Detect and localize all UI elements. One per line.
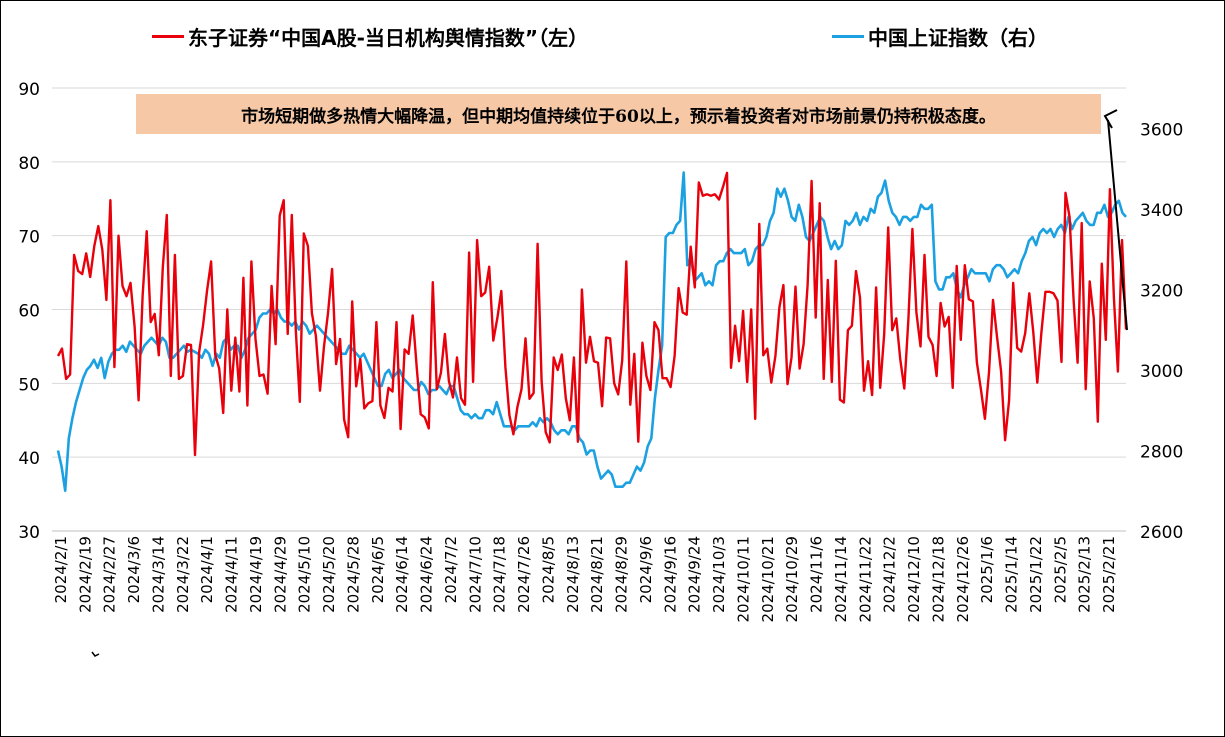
x-tick-label: 2024/3/22 (174, 536, 192, 613)
x-tick-label: 2025/1/14 (1003, 536, 1021, 613)
y-left-tick-label: 80 (18, 154, 40, 174)
x-tick-label: 2024/9/24 (686, 536, 704, 613)
annotation-box: 市场短期做多热情大幅降温，但中期均值持续位于60以上，预示着投资者对市场前景仍持… (136, 94, 1101, 134)
x-tick-label: 2024/5/10 (296, 536, 314, 613)
x-tick-label: 2025/2/21 (1100, 536, 1118, 613)
x-tick-label: 2024/7/18 (491, 536, 509, 613)
x-tick-label: 2025/1/22 (1027, 536, 1045, 613)
x-tick-label: 2024/3/6 (125, 536, 143, 603)
gridlines (52, 87, 1126, 458)
series-line-sentiment-index (56, 171, 1128, 457)
x-tick-label: 2024/7/10 (466, 536, 484, 613)
x-tick-label: 2024/8/29 (613, 536, 631, 613)
x-tick-label: 2024/6/5 (369, 536, 387, 603)
x-tick-label: 2024/10/3 (710, 536, 728, 613)
x-tick-label: 2025/2/5 (1051, 536, 1069, 603)
y-left-tick-label: 90 (18, 80, 40, 100)
x-tick-label: 2024/4/29 (271, 536, 289, 613)
x-tick-label: 2024/3/14 (149, 536, 167, 613)
x-tick-label: 2024/8/5 (539, 536, 557, 603)
x-tick-label: 2025/1/6 (978, 536, 996, 603)
x-tick-label: 2024/4/19 (247, 536, 265, 613)
x-tick-label: 2024/9/16 (661, 536, 679, 613)
x-tick-label: 2024/12/18 (929, 536, 947, 622)
x-tick-label: 2024/11/22 (856, 536, 874, 622)
legend-swatch-red (152, 34, 184, 38)
x-tick-label: 2024/12/26 (954, 536, 972, 622)
x-tick-label: 2024/2/1 (52, 536, 70, 603)
axes: 30 40 50 60 70 80 90 2600 2800 3000 3200 3400 3600 20… (18, 80, 1183, 622)
legend-label-series-1: 东子证券“中国A股-当日机构舆情指数”（左） (188, 25, 589, 50)
y-right-tick-label: 3600 (1140, 120, 1183, 140)
legend-swatch-blue (832, 34, 864, 38)
stray-mark (91, 651, 100, 657)
series-line-shanghai-index (56, 171, 1127, 493)
x-tick-label: 2024/5/28 (344, 536, 362, 613)
x-tick-label: 2024/11/6 (808, 536, 826, 613)
y-right-tick-label: 2800 (1140, 442, 1183, 462)
y-right-tick-label: 3000 (1140, 362, 1183, 382)
x-tick-label: 2024/11/14 (832, 536, 850, 622)
x-tick-label: 2024/7/26 (515, 536, 533, 613)
x-tick-label: 2024/5/20 (320, 536, 338, 613)
x-tick-label: 2025/2/13 (1076, 536, 1094, 613)
x-tick-label: 2024/10/21 (759, 536, 777, 622)
x-tick-label: 2024/12/2 (881, 536, 899, 613)
x-tick-label: 2024/9/6 (637, 536, 655, 603)
x-tick-label: 2024/4/1 (198, 536, 216, 603)
x-tick-label: 2024/2/27 (101, 536, 119, 613)
x-tick-label: 2024/6/24 (418, 536, 436, 613)
y-left-tick-label: 60 (18, 302, 40, 322)
x-tick-label: 2024/2/19 (76, 536, 94, 613)
x-tick-label: 2024/8/13 (564, 536, 582, 613)
x-tick-label: 2024/12/10 (905, 536, 923, 622)
x-tick-label: 2024/10/29 (783, 536, 801, 622)
y-left-tick-label: 50 (18, 375, 40, 395)
legend-label-series-2: 中国上证指数（右） (868, 25, 1048, 50)
x-tick-label: 2024/10/11 (734, 536, 752, 622)
x-tick-label: 2024/4/11 (223, 536, 241, 613)
x-tick-label: 2024/6/14 (393, 536, 411, 613)
arrow-head (1103, 109, 1118, 129)
x-tick-label: 2024/8/21 (588, 536, 606, 613)
y-left-tick-label: 70 (18, 228, 40, 248)
y-right-tick-label: 3400 (1140, 201, 1183, 221)
y-left-tick-label: 30 (18, 523, 40, 543)
y-right-tick-label: 2600 (1140, 523, 1183, 543)
series-lines (56, 171, 1128, 493)
annotation-arrow (91, 109, 1128, 657)
legend-entry-series-1: 东子证券“中国A股-当日机构舆情指数”（左） (152, 22, 588, 50)
y-right-tick-label: 3200 (1140, 281, 1183, 301)
y-left-tick-label: 40 (18, 449, 40, 469)
x-tick-label: 2024/7/2 (442, 536, 460, 603)
legend-entry-series-2: 中国上证指数（右） (832, 22, 1048, 50)
arrow-shaft (1107, 119, 1128, 331)
